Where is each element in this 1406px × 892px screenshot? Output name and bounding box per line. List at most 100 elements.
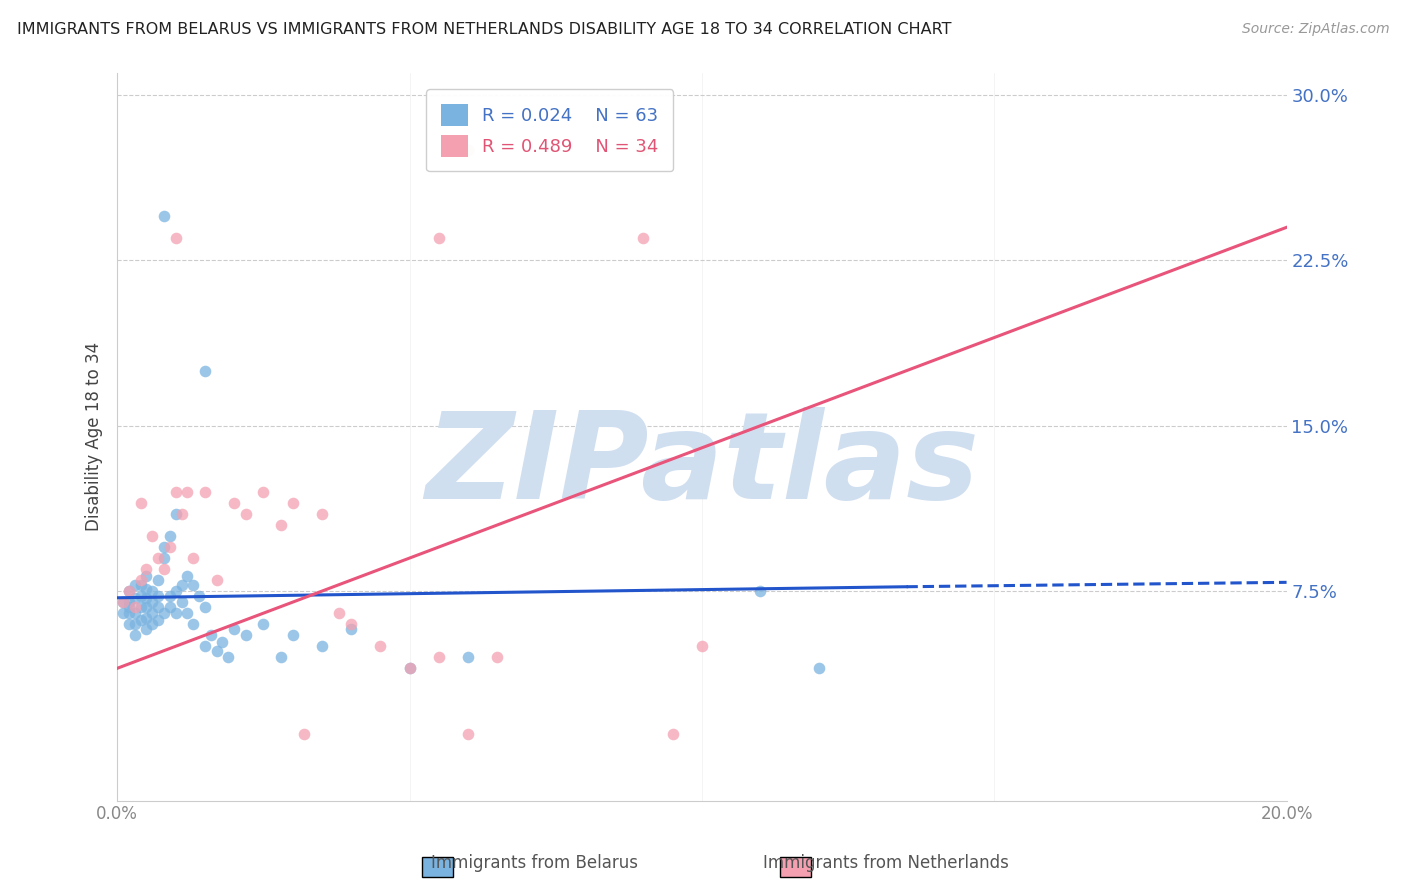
Point	[235, 507, 257, 521]
Point	[112, 606, 135, 620]
Point	[328, 606, 350, 620]
Point	[457, 650, 479, 665]
Point	[118, 595, 141, 609]
Point	[153, 209, 176, 223]
Point	[118, 617, 141, 632]
Point	[217, 650, 239, 665]
Point	[141, 595, 163, 609]
Point	[141, 584, 163, 599]
Point	[112, 595, 135, 609]
Point	[188, 589, 211, 603]
Point	[124, 628, 146, 642]
Point	[129, 573, 152, 587]
Text: Source: ZipAtlas.com: Source: ZipAtlas.com	[1241, 22, 1389, 37]
Point	[176, 484, 198, 499]
Point	[181, 551, 204, 566]
Text: IMMIGRANTS FROM BELARUS VS IMMIGRANTS FROM NETHERLANDS DISABILITY AGE 18 TO 34 C: IMMIGRANTS FROM BELARUS VS IMMIGRANTS FR…	[17, 22, 952, 37]
Point	[146, 599, 169, 614]
Point	[141, 606, 163, 620]
Point	[135, 610, 157, 624]
Point	[181, 577, 204, 591]
Point	[661, 727, 683, 741]
Point	[194, 599, 217, 614]
Point	[368, 640, 391, 654]
Point	[457, 143, 479, 157]
Text: Immigrants from Belarus: Immigrants from Belarus	[430, 855, 638, 872]
Point	[398, 661, 420, 675]
Point	[176, 568, 198, 582]
Point	[194, 640, 217, 654]
Point	[135, 568, 157, 582]
Point	[235, 628, 257, 642]
Point	[690, 640, 713, 654]
Point	[633, 143, 655, 157]
Point	[165, 606, 187, 620]
Point	[633, 231, 655, 245]
Point	[124, 617, 146, 632]
Point	[224, 622, 246, 636]
Point	[165, 507, 187, 521]
Point	[181, 617, 204, 632]
Point	[340, 622, 363, 636]
Point	[398, 661, 420, 675]
Point	[146, 573, 169, 587]
Point	[165, 231, 187, 245]
Point	[159, 529, 181, 543]
Point	[129, 577, 152, 591]
Point	[170, 507, 193, 521]
Point	[135, 562, 157, 576]
Text: ZIPatlas: ZIPatlas	[425, 408, 979, 524]
Point	[124, 599, 146, 614]
Point	[141, 529, 163, 543]
Point	[124, 577, 146, 591]
Point	[311, 640, 333, 654]
Point	[129, 496, 152, 510]
Point	[486, 650, 509, 665]
Point	[749, 584, 772, 599]
Point	[153, 551, 176, 566]
Point	[270, 518, 292, 533]
Point	[129, 613, 152, 627]
Point	[112, 595, 135, 609]
Point	[311, 507, 333, 521]
Point	[281, 628, 304, 642]
Point	[135, 591, 157, 605]
Point	[118, 606, 141, 620]
Point	[205, 573, 228, 587]
Point	[124, 606, 146, 620]
Point	[153, 606, 176, 620]
Point	[141, 617, 163, 632]
Text: Immigrants from Netherlands: Immigrants from Netherlands	[763, 855, 1008, 872]
Point	[200, 628, 222, 642]
Point	[170, 595, 193, 609]
Point	[129, 599, 152, 614]
Point	[135, 599, 157, 614]
Point	[165, 584, 187, 599]
Point	[159, 540, 181, 554]
Point	[129, 589, 152, 603]
Point	[252, 617, 274, 632]
Point	[170, 577, 193, 591]
Point	[457, 727, 479, 741]
Point	[118, 599, 141, 614]
Point	[135, 582, 157, 596]
Point	[194, 364, 217, 378]
Point	[427, 231, 450, 245]
Point	[270, 650, 292, 665]
Point	[807, 661, 830, 675]
Point	[146, 613, 169, 627]
Point	[135, 622, 157, 636]
Point	[165, 484, 187, 499]
Point	[427, 650, 450, 665]
Point	[153, 540, 176, 554]
Point	[159, 599, 181, 614]
Point	[153, 562, 176, 576]
Point	[292, 727, 315, 741]
Y-axis label: Disability Age 18 to 34: Disability Age 18 to 34	[86, 343, 103, 532]
Point	[205, 643, 228, 657]
Point	[146, 551, 169, 566]
Point	[224, 496, 246, 510]
Point	[146, 589, 169, 603]
Point	[194, 484, 217, 499]
Point	[159, 589, 181, 603]
